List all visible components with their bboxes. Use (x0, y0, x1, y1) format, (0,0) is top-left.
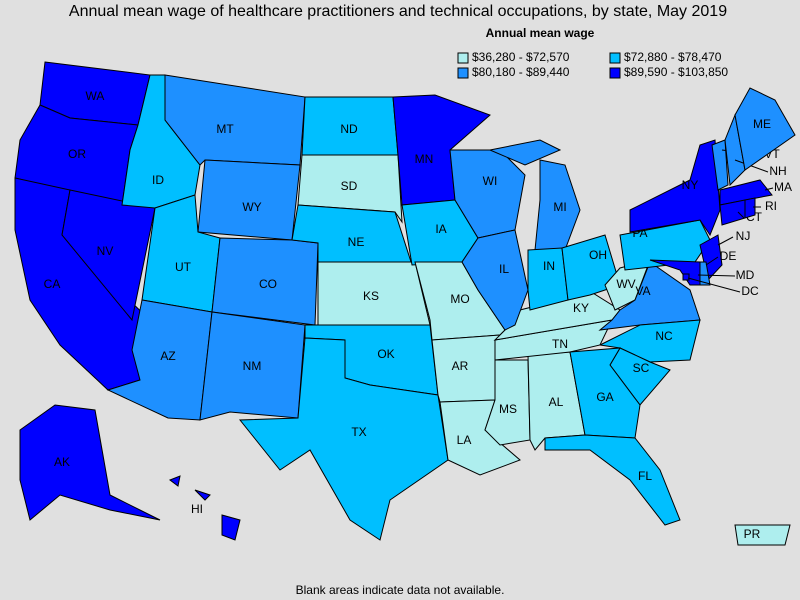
leader-line (737, 211, 745, 219)
state-label: NJ (736, 229, 751, 243)
state-shape (297, 154, 403, 224)
state-label: HI (191, 502, 203, 516)
leader-line (687, 277, 741, 293)
state-label: MT (216, 122, 234, 136)
legend-label: $36,280 - $72,570 (472, 50, 570, 64)
state-shape (238, 337, 449, 541)
state-label: LA (457, 433, 472, 447)
state-label: DC (741, 284, 759, 298)
state-shape (734, 87, 796, 171)
state-shape (221, 514, 241, 541)
state-label: FL (638, 469, 652, 483)
state-shape (211, 237, 319, 326)
state-shape (19, 404, 161, 521)
state-label: ID (152, 173, 164, 187)
state-label: NV (97, 244, 114, 258)
state-label: ME (753, 117, 771, 131)
state-shape (734, 524, 791, 546)
state-label: GA (596, 390, 613, 404)
state-shape (744, 197, 756, 219)
state-shape (461, 229, 529, 331)
state-label: WA (86, 89, 105, 103)
leader-line (717, 236, 734, 246)
state-label: IL (499, 262, 509, 276)
state-shape (168, 475, 181, 487)
legend-label: $89,590 - $103,850 (624, 65, 728, 79)
legend-swatch (609, 67, 621, 79)
state-shape (493, 284, 621, 341)
state-label: MN (415, 152, 434, 166)
state-label: SD (341, 179, 358, 193)
state-label: UT (175, 260, 192, 274)
state-label: AL (549, 395, 564, 409)
footnote: Blank areas indicate data not available. (296, 583, 505, 597)
state-label: SC (633, 361, 650, 375)
legend-label: $72,880 - $78,470 (624, 50, 722, 64)
state-shape (711, 139, 729, 191)
state-label: WY (242, 200, 261, 214)
state-label: AZ (160, 349, 175, 363)
state-label: KS (363, 289, 379, 303)
state-label: MA (774, 180, 792, 194)
state-label: OK (377, 347, 394, 361)
state-label: DE (720, 249, 737, 263)
state-label: IN (543, 259, 555, 273)
state-label: WV (616, 277, 635, 291)
legend: $36,280 - $72,570 $72,880 - $78,470 $80,18… (457, 50, 728, 79)
state-shape (194, 489, 211, 501)
state-label: MD (736, 268, 755, 282)
state-label: NE (348, 235, 365, 249)
states: WA OR CA NV ID MT WY UT CO AZ NM ND SD NE KS OK TX MN IA MO… (14, 61, 796, 546)
state-label: TN (552, 337, 568, 351)
state-label: KY (573, 301, 589, 315)
state-label: PR (744, 527, 761, 541)
legend-label: $80,180 - $89,440 (472, 65, 570, 79)
state-label: IA (435, 222, 446, 236)
state-label: CO (259, 277, 277, 291)
legend-swatch (609, 52, 621, 64)
state-label: TX (351, 425, 366, 439)
state-label: AR (452, 359, 469, 373)
legend-swatch (457, 67, 469, 79)
state-label: NC (655, 329, 673, 343)
legend-title: Annual mean wage (486, 26, 595, 40)
leader-line (764, 187, 774, 191)
legend-swatch (457, 52, 469, 64)
state-shape (682, 273, 690, 281)
map-title: Annual mean wage of healthcare practitio… (69, 3, 727, 20)
state-label: WI (483, 174, 498, 188)
state-label: NM (243, 359, 262, 373)
state-label: CA (44, 277, 61, 291)
state-shape (199, 311, 306, 421)
state-label: AK (54, 455, 70, 469)
leader-line (697, 274, 736, 277)
state-label: OR (68, 147, 86, 161)
state-label: NH (769, 164, 786, 178)
state-label: OH (589, 248, 607, 262)
state-shape (488, 139, 562, 166)
leader-line (705, 256, 719, 266)
state-label: NY (682, 178, 699, 192)
state-label: VA (635, 284, 650, 298)
state-label: MO (450, 292, 469, 306)
state-shape (544, 434, 681, 526)
state-label: MS (499, 402, 517, 416)
state-label: ND (340, 122, 358, 136)
state-shape (527, 247, 569, 311)
state-label: RI (765, 199, 777, 213)
state-shape (719, 179, 773, 206)
state-label: MI (553, 200, 566, 214)
